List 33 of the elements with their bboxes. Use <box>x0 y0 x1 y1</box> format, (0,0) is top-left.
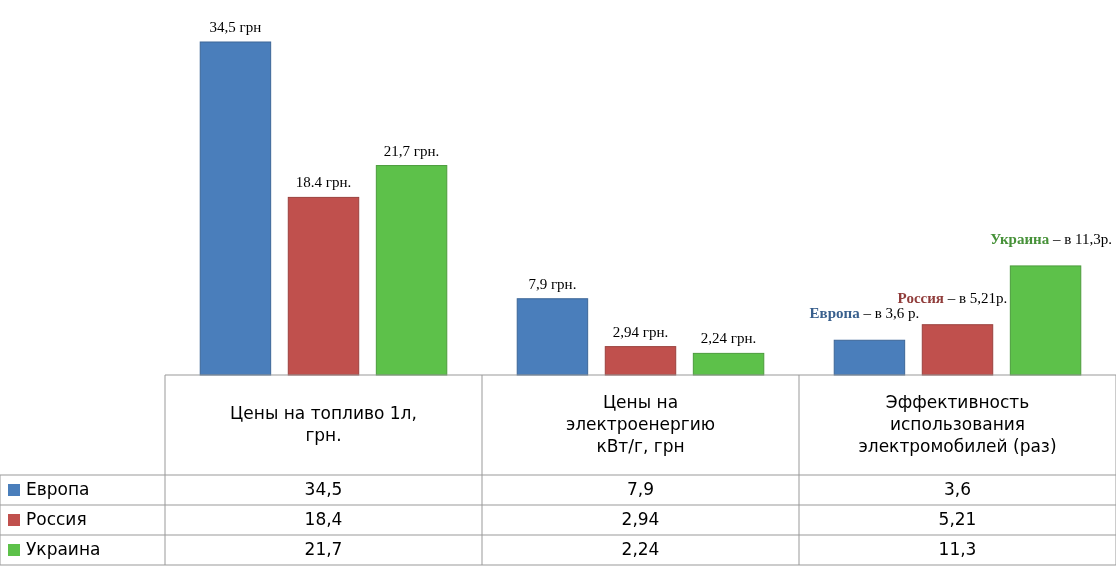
data-label: Украина – в 11,3р. <box>990 230 1112 247</box>
bar <box>287 196 360 376</box>
text: 7,9 <box>626 479 655 499</box>
bar <box>604 346 677 376</box>
text: 18,4 <box>304 509 343 529</box>
bar <box>1009 265 1082 376</box>
text: 2,24 <box>621 539 660 559</box>
x-tick-label: Эффективность использования электромобилей (раз) <box>858 392 1057 456</box>
text: 11,3 <box>938 539 977 559</box>
data-label: 2,94 грн. <box>612 323 669 340</box>
text: 3,6 <box>943 479 972 499</box>
data-label: 34,5 грн <box>209 19 262 35</box>
legend-label: Россия <box>26 509 87 529</box>
data-label: 2,24 грн. <box>700 330 757 347</box>
text: 5,21 <box>938 509 977 529</box>
bar <box>375 165 448 376</box>
text: 21,7 <box>304 539 343 559</box>
text: 34,5 <box>304 479 343 499</box>
bar <box>516 298 589 376</box>
x-tick-label: Цены на топливо 1л, грн. <box>230 403 417 445</box>
bar <box>692 352 765 376</box>
legend-label: Украина <box>26 539 101 559</box>
x-tick-label: Цены на электроенергию кВт/г, грн <box>565 392 716 456</box>
legend-label: Европа <box>26 479 90 499</box>
data-label: 21,7 грн. <box>383 142 440 159</box>
data-label: 18.4 грн. <box>295 174 352 191</box>
text: 2,94 <box>621 509 660 529</box>
bar <box>833 339 906 376</box>
data-label: 7,9 грн. <box>528 275 577 292</box>
data-label: Россия – в 5,21р. <box>897 289 1008 306</box>
bar <box>199 41 272 376</box>
bar <box>921 324 994 376</box>
data-label: Европа – в 3,6 р. <box>809 305 920 322</box>
